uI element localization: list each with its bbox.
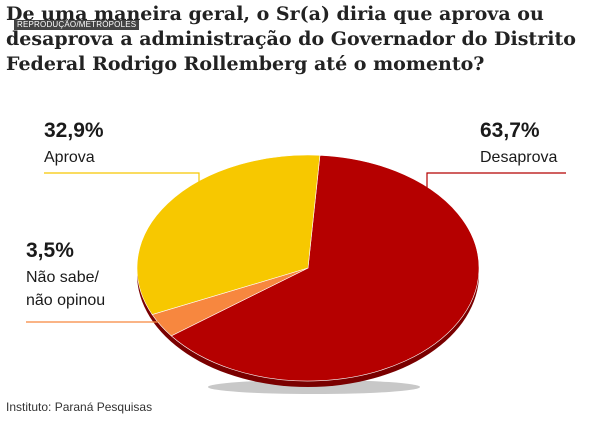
data-label-nao-sabe-nao-opinou-name: Não sabe/ [26,269,99,286]
chart-title: De uma maneira geral, o Sr(a) diria que … [6,3,576,75]
leader-line-desaprova [426,172,566,190]
photo-credit: REPRODUÇÃO/METRÓPOLES [14,20,140,30]
pie-slice-desaprova [170,154,480,382]
source-note: Instituto: Paraná Pesquisas [6,400,153,414]
pie-shadow [207,380,421,394]
data-label-desaprova-name: Desaprova [480,149,557,166]
data-label-nao-sabe-nao-opinou-value: 3,5% [26,239,74,262]
pie-slice-aprova [136,154,321,315]
leader-line-aprova [44,172,200,188]
data-label-aprova-name: Aprova [44,149,95,166]
data-label-aprova-value: 32,9% [44,119,104,142]
data-label-desaprova-value: 63,7% [480,119,540,142]
data-label-nao-sabe-nao-opinou-name: não opinou [26,292,105,309]
